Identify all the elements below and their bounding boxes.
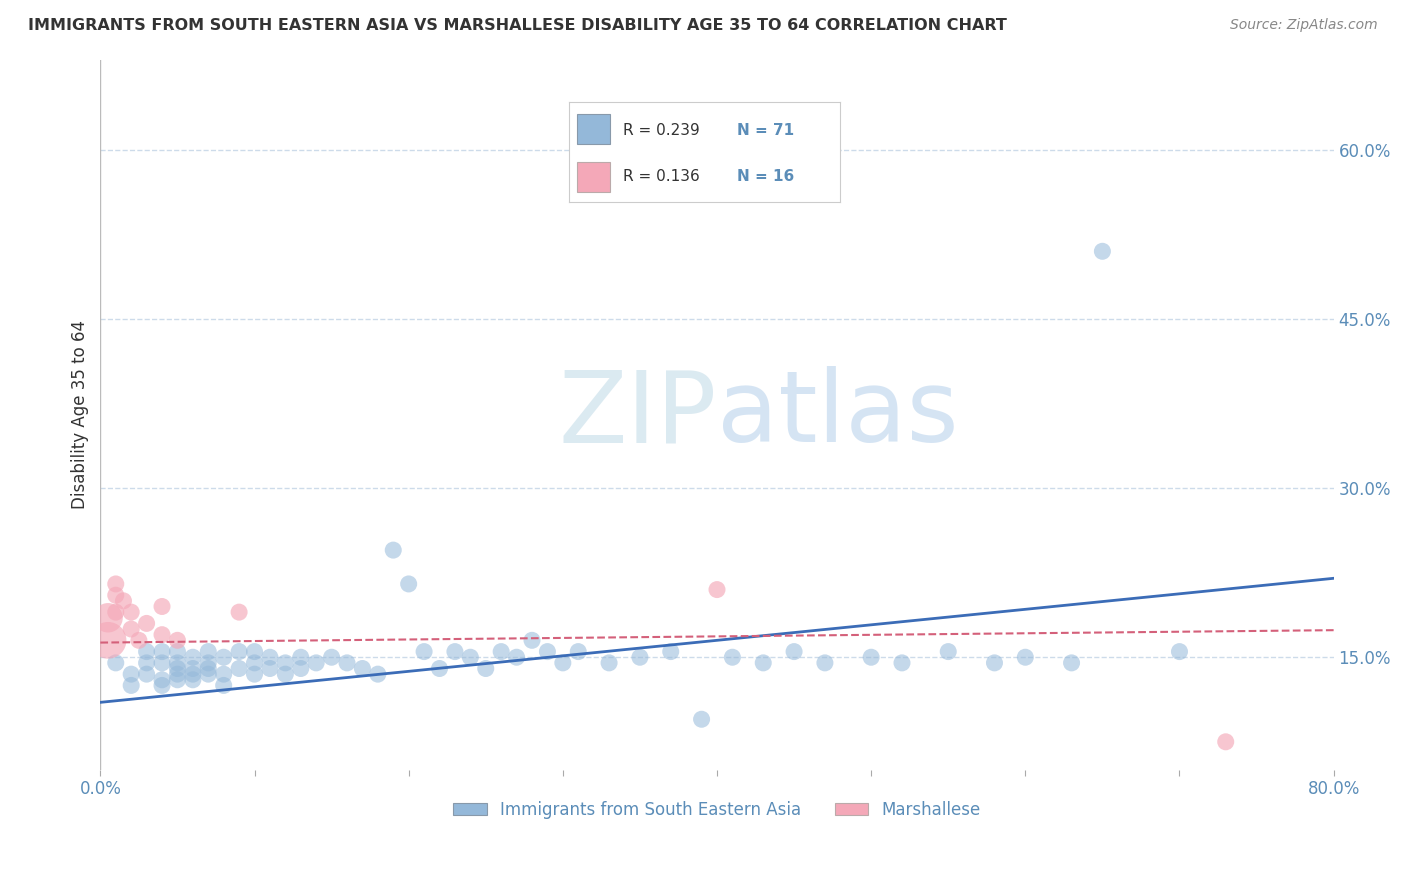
Point: [166, 661, 188, 675]
Point: [891, 656, 914, 670]
Point: [104, 605, 127, 619]
Point: [120, 622, 142, 636]
Point: [413, 644, 436, 658]
Point: [243, 667, 266, 681]
Point: [166, 656, 188, 670]
Point: [212, 678, 235, 692]
Point: [474, 661, 496, 675]
Point: [460, 650, 482, 665]
Point: [181, 667, 204, 681]
Point: [104, 656, 127, 670]
Point: [1014, 650, 1036, 665]
Point: [274, 656, 297, 670]
Point: [336, 656, 359, 670]
Point: [259, 661, 281, 675]
Point: [135, 616, 157, 631]
Point: [536, 644, 558, 658]
Point: [135, 667, 157, 681]
Point: [290, 650, 312, 665]
Point: [1060, 656, 1083, 670]
Y-axis label: Disability Age 35 to 64: Disability Age 35 to 64: [72, 320, 89, 509]
Point: [567, 644, 589, 658]
Point: [752, 656, 775, 670]
Point: [197, 644, 219, 658]
Point: [721, 650, 744, 665]
Point: [197, 661, 219, 675]
Point: [398, 577, 420, 591]
Point: [228, 661, 250, 675]
Point: [228, 644, 250, 658]
Text: atlas: atlas: [717, 367, 959, 463]
Text: IMMIGRANTS FROM SOUTH EASTERN ASIA VS MARSHALLESE DISABILITY AGE 35 TO 64 CORREL: IMMIGRANTS FROM SOUTH EASTERN ASIA VS MA…: [28, 18, 1007, 33]
Point: [97, 611, 120, 625]
Point: [135, 644, 157, 658]
Point: [659, 644, 682, 658]
Point: [197, 667, 219, 681]
Point: [598, 656, 620, 670]
Point: [120, 667, 142, 681]
Point: [150, 644, 173, 658]
Point: [274, 667, 297, 681]
Point: [128, 633, 150, 648]
Point: [120, 678, 142, 692]
Point: [382, 543, 405, 558]
Point: [814, 656, 837, 670]
Point: [212, 650, 235, 665]
Point: [505, 650, 527, 665]
Point: [97, 633, 120, 648]
Point: [352, 661, 374, 675]
Point: [166, 673, 188, 687]
Point: [983, 656, 1005, 670]
Point: [166, 644, 188, 658]
Point: [166, 633, 188, 648]
Legend: Immigrants from South Eastern Asia, Marshallese: Immigrants from South Eastern Asia, Mars…: [447, 794, 987, 826]
Point: [181, 650, 204, 665]
Point: [181, 661, 204, 675]
Point: [936, 644, 959, 658]
Point: [166, 667, 188, 681]
Point: [104, 588, 127, 602]
Point: [1168, 644, 1191, 658]
Text: Source: ZipAtlas.com: Source: ZipAtlas.com: [1230, 18, 1378, 32]
Point: [243, 656, 266, 670]
Point: [150, 678, 173, 692]
Point: [150, 656, 173, 670]
Point: [181, 673, 204, 687]
Point: [444, 644, 467, 658]
Point: [112, 594, 135, 608]
Point: [212, 667, 235, 681]
Point: [690, 712, 713, 726]
Point: [1091, 244, 1114, 259]
Point: [228, 605, 250, 619]
Point: [860, 650, 883, 665]
Point: [628, 650, 651, 665]
Point: [197, 656, 219, 670]
Point: [429, 661, 451, 675]
Point: [706, 582, 728, 597]
Point: [783, 644, 806, 658]
Point: [120, 605, 142, 619]
Point: [150, 673, 173, 687]
Point: [1215, 735, 1237, 749]
Point: [321, 650, 343, 665]
Point: [305, 656, 328, 670]
Point: [243, 644, 266, 658]
Point: [135, 656, 157, 670]
Point: [290, 661, 312, 675]
Point: [150, 628, 173, 642]
Point: [551, 656, 574, 670]
Point: [150, 599, 173, 614]
Point: [259, 650, 281, 665]
Point: [520, 633, 543, 648]
Point: [367, 667, 389, 681]
Point: [489, 644, 512, 658]
Text: ZIP: ZIP: [558, 367, 717, 463]
Point: [104, 577, 127, 591]
